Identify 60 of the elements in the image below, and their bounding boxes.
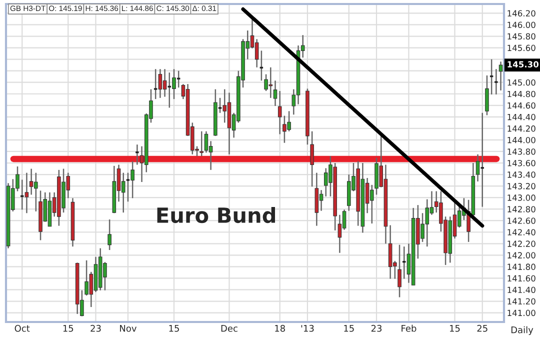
- y-tick-label: 141.00: [508, 310, 536, 316]
- y-tick-label: 143.40: [508, 172, 536, 178]
- y-tick-label: 143.00: [508, 194, 536, 201]
- y-tick-label: 146.20: [508, 10, 536, 16]
- y-tick-label: 143.80: [508, 148, 536, 155]
- y-tick-label: 142.60: [508, 218, 536, 224]
- candlestick: [24, 172, 29, 214]
- x-tick-label: 15: [169, 325, 179, 332]
- y-tick-label: 142.40: [508, 229, 536, 236]
- y-tick-label: 143.60: [508, 160, 536, 166]
- x-tick-label: 15: [63, 325, 74, 332]
- candlestick: [485, 74, 489, 116]
- y-tick-label: 141.80: [508, 264, 536, 270]
- x-tick-label: Dec: [221, 325, 238, 332]
- candlestick: [108, 218, 112, 251]
- y-tick-label: 141.20: [508, 298, 536, 305]
- x-tick-label: 23: [371, 324, 382, 332]
- candlestick: [218, 97, 222, 114]
- x-tick-label: '13: [301, 324, 314, 332]
- x-tick-label: Oct: [14, 324, 30, 332]
- y-tick-label: 143.20: [508, 183, 536, 190]
- candlestick: [121, 172, 126, 214]
- candlestick: [310, 130, 314, 188]
- candlestick: [278, 90, 282, 135]
- annotation: 145.30: [508, 61, 539, 68]
- x-tick-label: Nov: [120, 325, 137, 332]
- y-tick-label: 144.80: [508, 90, 536, 98]
- x-axis-title: Daily: [511, 326, 534, 335]
- candlestick: [338, 214, 342, 254]
- candlestick: [126, 172, 130, 202]
- candlestick: [398, 244, 402, 298]
- y-tick-label: 142.80: [508, 206, 536, 212]
- candlestick: [130, 160, 134, 199]
- y-tick-label: 144.40: [508, 114, 536, 120]
- candlestick: [162, 68, 167, 98]
- y-tick-label: 141.60: [508, 275, 536, 282]
- y-tick-label: 145.60: [508, 44, 536, 52]
- annotation: Euro Bund: [157, 206, 276, 224]
- candlestick: [172, 68, 176, 100]
- x-tick-label: Feb: [402, 324, 416, 332]
- x-tick-label: 25: [477, 324, 488, 332]
- candlestick: [158, 68, 162, 99]
- y-tick-label: 141.40: [508, 286, 536, 294]
- y-tick-label: 144.60: [508, 102, 536, 109]
- candlestick: [273, 80, 278, 107]
- candlestick: [200, 130, 204, 157]
- x-tick-label: 15: [450, 325, 460, 332]
- x-tick-label: 15: [344, 325, 354, 332]
- y-tick-label: 145.80: [508, 33, 536, 40]
- candlestick: [476, 154, 480, 182]
- x-tick-label: 23: [90, 324, 101, 332]
- y-tick-label: 142.20: [508, 240, 536, 247]
- y-tick-label: 144.20: [508, 125, 536, 132]
- x-tick-label: 18: [275, 324, 285, 332]
- y-tick-label: 142.00: [508, 252, 536, 258]
- candlestick: [254, 38, 259, 68]
- y-tick-label: 145.00: [508, 79, 536, 86]
- y-tick-label: 146.00: [508, 22, 536, 28]
- candlestick: [498, 60, 503, 92]
- y-tick-label: 144.00: [508, 136, 536, 144]
